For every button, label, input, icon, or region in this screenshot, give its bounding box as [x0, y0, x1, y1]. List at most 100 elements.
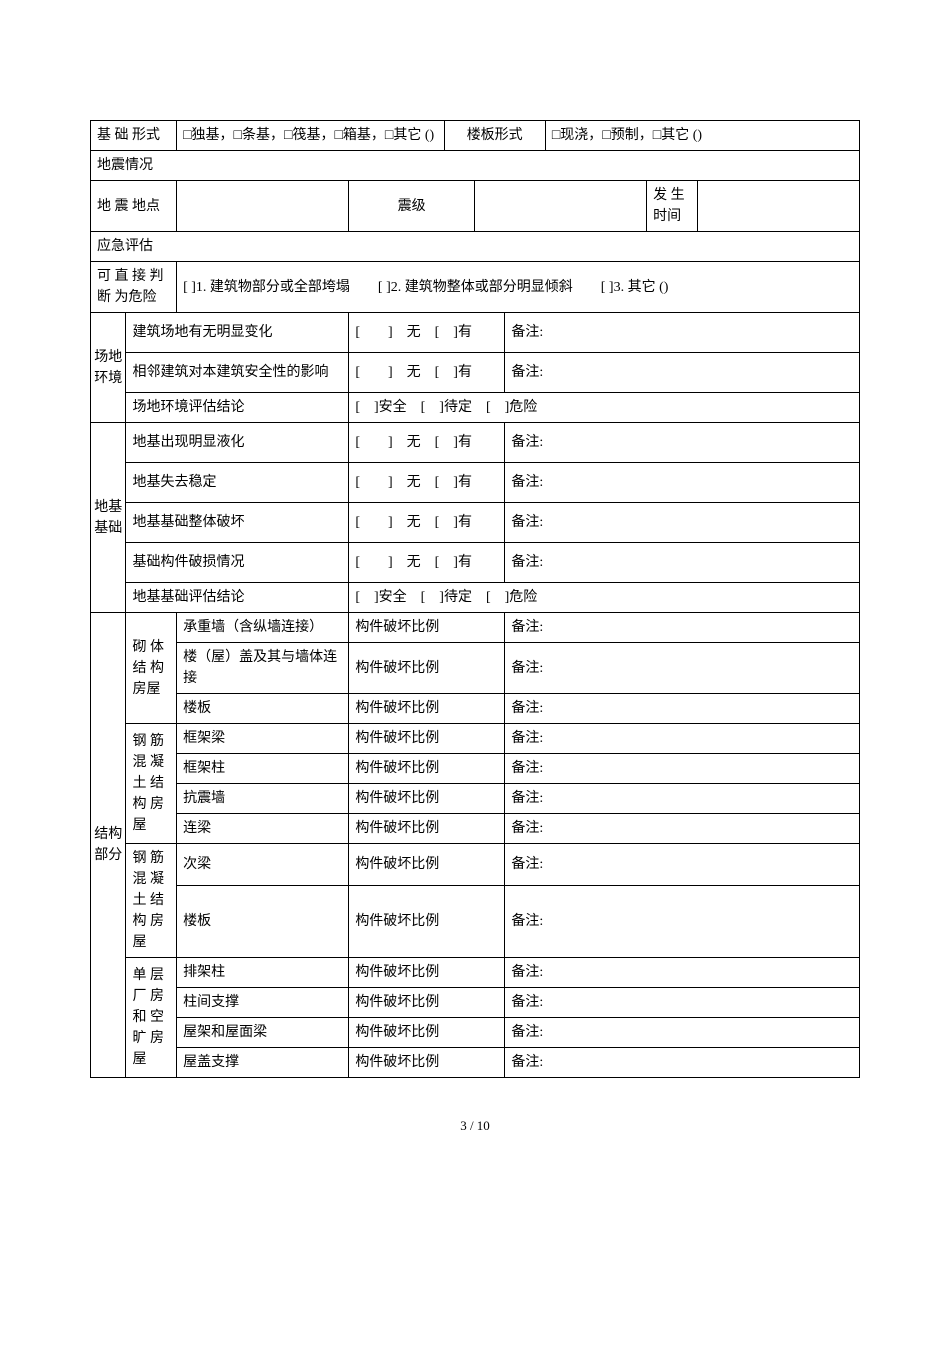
label-fnd-5: 地基基础评估结论: [126, 583, 349, 613]
note-g2-3: 备注:: [505, 784, 860, 814]
ratio-g3-2: 构件破坏比例: [349, 886, 505, 958]
label-floor-form: 楼板形式: [444, 121, 545, 151]
label-g1-1: 承重墙（含纵墙连接）: [177, 613, 349, 643]
opts-direct-danger: [ ]1. 建筑物部分或全部垮塌 [ ]2. 建筑物整体或部分明显倾斜 [ ]3…: [177, 262, 860, 313]
header-site: 场地环境: [91, 313, 126, 423]
label-g1-2: 楼（屋）盖及其与墙体连接: [177, 643, 349, 694]
row-struct-g1-1: 结构部分 砌 体结 构房屋 承重墙（含纵墙连接） 构件破坏比例 备注:: [91, 613, 860, 643]
note-g4-1: 备注:: [505, 958, 860, 988]
page-container: 基 础 形式 □独基，□条基，□筏基，□箱基，□其它 () 楼板形式 □现浇，□…: [0, 0, 950, 1194]
label-fnd-3: 地基基础整体破坏: [126, 503, 349, 543]
header-struct-g1: 砌 体结 构房屋: [126, 613, 177, 724]
label-fnd-4: 基础构件破损情况: [126, 543, 349, 583]
row-struct-g3-1: 钢 筋混 凝土 结构 房屋 次梁 构件破坏比例 备注:: [91, 844, 860, 886]
label-g4-1: 排架柱: [177, 958, 349, 988]
opts-fnd-1: [ ] 无 [ ]有: [349, 423, 505, 463]
row-struct-g4-3: 屋架和屋面梁 构件破坏比例 备注:: [91, 1018, 860, 1048]
label-eq-time: 发 生 时间: [647, 181, 698, 232]
note-fnd-3: 备注:: [505, 503, 860, 543]
val-eq-magnitude: [474, 181, 646, 232]
header-struct-g4: 单 层厂 房和 空旷 房屋: [126, 958, 177, 1078]
label-g2-2: 框架柱: [177, 754, 349, 784]
row-struct-g2-2: 框架柱 构件破坏比例 备注:: [91, 754, 860, 784]
label-g4-4: 屋盖支撑: [177, 1048, 349, 1078]
row-fnd-4: 基础构件破损情况 [ ] 无 [ ]有 备注:: [91, 543, 860, 583]
label-eq-location: 地 震 地点: [91, 181, 177, 232]
row-earthquake-header: 地震情况: [91, 151, 860, 181]
opts-fnd-3: [ ] 无 [ ]有: [349, 503, 505, 543]
label-emergency: 应急评估: [91, 232, 860, 262]
label-site-3: 场地环境评估结论: [126, 393, 349, 423]
ratio-g4-3: 构件破坏比例: [349, 1018, 505, 1048]
row-struct-g2-3: 抗震墙 构件破坏比例 备注:: [91, 784, 860, 814]
header-struct-g2: 钢 筋混 凝土 结构 房屋: [126, 724, 177, 844]
label-fnd-2: 地基失去稳定: [126, 463, 349, 503]
opts-site-3: [ ]安全 [ ]待定 [ ]危险: [349, 393, 860, 423]
ratio-g2-2: 构件破坏比例: [349, 754, 505, 784]
row-site-1: 场地环境 建筑场地有无明显变化 [ ] 无 [ ]有 备注:: [91, 313, 860, 353]
row-fnd-1: 地基基础 地基出现明显液化 [ ] 无 [ ]有 备注:: [91, 423, 860, 463]
row-site-2: 相邻建筑对本建筑安全性的影响 [ ] 无 [ ]有 备注:: [91, 353, 860, 393]
row-struct-g4-2: 柱间支撑 构件破坏比例 备注:: [91, 988, 860, 1018]
note-g4-2: 备注:: [505, 988, 860, 1018]
val-eq-time: [697, 181, 859, 232]
ratio-g1-1: 构件破坏比例: [349, 613, 505, 643]
label-site-2: 相邻建筑对本建筑安全性的影响: [126, 353, 349, 393]
note-g1-2: 备注:: [505, 643, 860, 694]
label-foundation-form: 基 础 形式: [91, 121, 177, 151]
ratio-g3-1: 构件破坏比例: [349, 844, 505, 886]
ratio-g2-1: 构件破坏比例: [349, 724, 505, 754]
row-emergency-header: 应急评估: [91, 232, 860, 262]
row-foundation-form: 基 础 形式 □独基，□条基，□筏基，□箱基，□其它 () 楼板形式 □现浇，□…: [91, 121, 860, 151]
opts-fnd-2: [ ] 无 [ ]有: [349, 463, 505, 503]
label-g2-1: 框架梁: [177, 724, 349, 754]
assessment-table: 基 础 形式 □独基，□条基，□筏基，□箱基，□其它 () 楼板形式 □现浇，□…: [90, 120, 860, 1078]
label-site-1: 建筑场地有无明显变化: [126, 313, 349, 353]
label-g1-3: 楼板: [177, 694, 349, 724]
ratio-g4-4: 构件破坏比例: [349, 1048, 505, 1078]
row-site-3: 场地环境评估结论 [ ]安全 [ ]待定 [ ]危险: [91, 393, 860, 423]
row-struct-g2-4: 连梁 构件破坏比例 备注:: [91, 814, 860, 844]
row-earthquake-details: 地 震 地点 震级 发 生 时间: [91, 181, 860, 232]
ratio-g1-3: 构件破坏比例: [349, 694, 505, 724]
label-g3-1: 次梁: [177, 844, 349, 886]
row-struct-g2-1: 钢 筋混 凝土 结构 房屋 框架梁 构件破坏比例 备注:: [91, 724, 860, 754]
note-g1-1: 备注:: [505, 613, 860, 643]
label-g4-2: 柱间支撑: [177, 988, 349, 1018]
row-struct-g1-2: 楼（屋）盖及其与墙体连接 构件破坏比例 备注:: [91, 643, 860, 694]
note-site-1: 备注:: [505, 313, 860, 353]
opts-site-2: [ ] 无 [ ]有: [349, 353, 505, 393]
label-eq-magnitude: 震级: [349, 181, 475, 232]
note-g2-1: 备注:: [505, 724, 860, 754]
header-foundation: 地基基础: [91, 423, 126, 613]
row-fnd-3: 地基基础整体破坏 [ ] 无 [ ]有 备注:: [91, 503, 860, 543]
opts-foundation-form: □独基，□条基，□筏基，□箱基，□其它 (): [177, 121, 444, 151]
opts-fnd-5: [ ]安全 [ ]待定 [ ]危险: [349, 583, 860, 613]
ratio-g4-1: 构件破坏比例: [349, 958, 505, 988]
label-direct-danger: 可 直 接 判 断 为危险: [91, 262, 177, 313]
page-number: 3 / 10: [90, 1118, 860, 1134]
label-fnd-1: 地基出现明显液化: [126, 423, 349, 463]
row-struct-g3-2: 楼板 构件破坏比例 备注:: [91, 886, 860, 958]
val-eq-location: [177, 181, 349, 232]
row-direct-danger: 可 直 接 判 断 为危险 [ ]1. 建筑物部分或全部垮塌 [ ]2. 建筑物…: [91, 262, 860, 313]
ratio-g2-4: 构件破坏比例: [349, 814, 505, 844]
header-struct: 结构部分: [91, 613, 126, 1078]
row-struct-g1-3: 楼板 构件破坏比例 备注:: [91, 694, 860, 724]
note-g1-3: 备注:: [505, 694, 860, 724]
label-earthquake: 地震情况: [91, 151, 860, 181]
ratio-g1-2: 构件破坏比例: [349, 643, 505, 694]
row-fnd-5: 地基基础评估结论 [ ]安全 [ ]待定 [ ]危险: [91, 583, 860, 613]
ratio-g2-3: 构件破坏比例: [349, 784, 505, 814]
label-g3-2: 楼板: [177, 886, 349, 958]
label-g4-3: 屋架和屋面梁: [177, 1018, 349, 1048]
note-site-2: 备注:: [505, 353, 860, 393]
opts-fnd-4: [ ] 无 [ ]有: [349, 543, 505, 583]
header-struct-g3: 钢 筋混 凝土 结构 房屋: [126, 844, 177, 958]
row-struct-g4-1: 单 层厂 房和 空旷 房屋 排架柱 构件破坏比例 备注:: [91, 958, 860, 988]
opts-site-1: [ ] 无 [ ]有: [349, 313, 505, 353]
note-g2-2: 备注:: [505, 754, 860, 784]
note-fnd-1: 备注:: [505, 423, 860, 463]
note-g3-2: 备注:: [505, 886, 860, 958]
note-g3-1: 备注:: [505, 844, 860, 886]
